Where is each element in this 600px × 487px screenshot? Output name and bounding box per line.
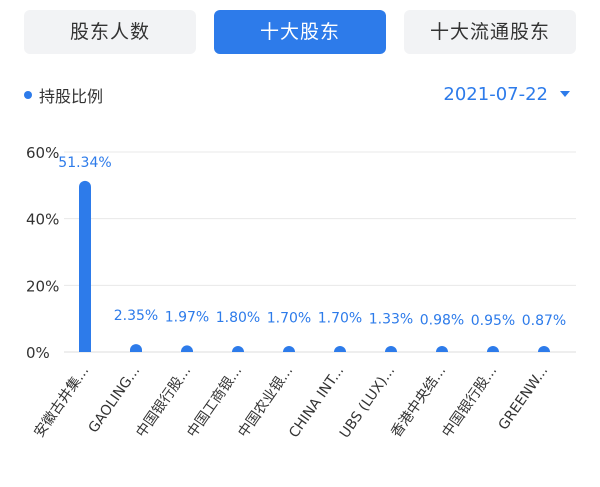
bar (538, 346, 550, 352)
bar (385, 346, 397, 352)
tab-top-ten-shareholders[interactable]: 十大股东 (214, 10, 386, 54)
data-label: 0.87% (522, 313, 566, 329)
data-label: 1.80% (216, 310, 260, 326)
y-tick-label: 20% (26, 277, 59, 295)
data-label: 0.95% (471, 313, 515, 329)
chart-legend: 持股比例 (24, 84, 103, 106)
bar (181, 345, 193, 352)
bar (79, 180, 91, 352)
x-tick-label: 中国银行股... (439, 363, 500, 440)
bar (130, 344, 142, 352)
date-value: 2021-07-22 (443, 83, 548, 105)
bar (232, 346, 244, 352)
data-label: 2.35% (114, 308, 158, 324)
legend-label: 持股比例 (39, 87, 104, 106)
date-dropdown[interactable]: 2021-07-22 (443, 82, 570, 106)
data-label: 1.70% (318, 310, 362, 326)
bar (334, 346, 346, 352)
x-tick-label: GREENW... (496, 363, 552, 433)
tab-bar: 股东人数 十大股东 十大流通股东 (0, 0, 600, 70)
bar (487, 346, 499, 352)
tab-shareholder-count[interactable]: 股东人数 (24, 10, 196, 54)
x-tick-label: 安徽古井集... (31, 363, 93, 441)
caret-down-icon (560, 91, 570, 97)
bar (436, 346, 448, 352)
y-tick-label: 0% (26, 344, 50, 362)
bar (283, 346, 295, 352)
tab-top-ten-float-shareholders[interactable]: 十大流通股东 (404, 10, 576, 54)
data-label: 1.33% (369, 312, 413, 328)
x-tick-label: GAOLING... (86, 363, 144, 436)
data-label: 1.97% (165, 309, 209, 325)
data-label: 51.34% (58, 155, 111, 171)
y-tick-label: 60% (26, 144, 59, 162)
legend-dot-icon (24, 91, 32, 99)
data-label: 0.98% (420, 313, 464, 329)
data-label: 1.70% (267, 310, 311, 326)
y-tick-label: 40% (26, 211, 59, 229)
